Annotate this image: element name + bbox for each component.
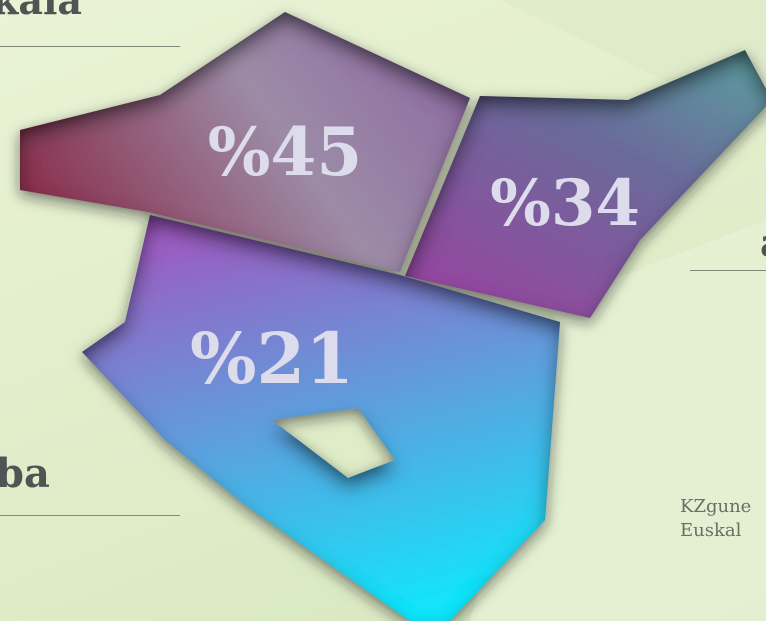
source-credit: KZgune Euskal (680, 495, 751, 543)
region-label-gipuzkoa: a (760, 220, 766, 265)
pct-bizkaia: %45 (208, 113, 363, 191)
region-araba (82, 215, 560, 621)
region-label-araba: ba (0, 450, 50, 497)
region-bizkaia (20, 12, 470, 272)
source-line-1: KZgune (680, 496, 752, 517)
pct-gipuzkoa: %34 (490, 166, 640, 241)
bizkaia-label-rule (0, 46, 180, 47)
araba-label-rule (0, 515, 180, 516)
source-line-2: Euskal (680, 520, 742, 541)
region-gipuzkoa (405, 50, 766, 318)
region-label-bizkaia: kaia (0, 0, 83, 23)
gipuzkoa-label-rule (690, 270, 766, 271)
pct-araba: %21 (190, 317, 354, 400)
